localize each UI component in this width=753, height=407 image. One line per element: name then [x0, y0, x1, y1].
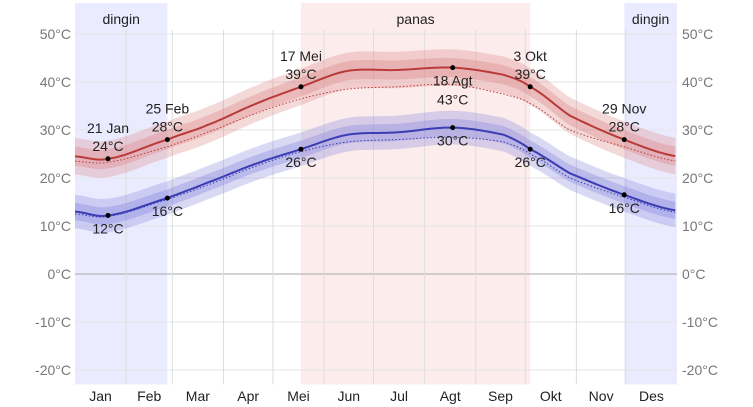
- annotation-date: 18 Agt: [433, 73, 473, 89]
- season-band-dingin: [624, 3, 677, 385]
- high-dotted-line: [74, 83, 676, 164]
- x-tick-label-Okt: Okt: [540, 388, 562, 404]
- y-tick-label-left: -20°C: [35, 362, 71, 378]
- x-tick-label-Sep: Sep: [488, 388, 513, 404]
- annotation-point: [298, 146, 304, 152]
- annotation-point: [450, 65, 456, 71]
- annotation-point: [621, 192, 627, 198]
- season-label: dingin: [102, 11, 139, 27]
- y-tick-label-right: 30°C: [682, 122, 713, 138]
- low-dotted-line: [74, 136, 676, 218]
- annotation-point: [298, 84, 304, 90]
- x-tick-label-Mei: Mei: [287, 388, 310, 404]
- x-tick-label-Jun: Jun: [337, 388, 360, 404]
- season-label: panas: [397, 11, 435, 27]
- annotation-value: 26°C: [285, 154, 316, 170]
- annotation-value: 28°C: [609, 119, 640, 135]
- season-label: dingin: [632, 11, 669, 27]
- annotation-point: [450, 125, 456, 131]
- y-tick-label-left: 0°C: [48, 266, 72, 282]
- y-tick-label-left: 30°C: [40, 122, 71, 138]
- annotation-date: 17 Mei: [280, 48, 322, 64]
- annotation-value: 24°C: [92, 138, 123, 154]
- annotation-point: [527, 84, 533, 90]
- annotation-date: 25 Feb: [146, 101, 190, 117]
- y-tick-label-right: -20°C: [682, 362, 718, 378]
- annotation-value: 43°C: [437, 92, 468, 108]
- annotation-value: 30°C: [437, 133, 468, 149]
- annotation-value: 16°C: [609, 200, 640, 216]
- annotation-point: [164, 137, 170, 143]
- season-band-dingin: [75, 3, 168, 385]
- x-tick-label-Des: Des: [639, 388, 664, 404]
- x-tick-label-Jul: Jul: [390, 388, 408, 404]
- annotation-point: [621, 137, 627, 143]
- y-tick-label-right: 20°C: [682, 170, 713, 186]
- y-tick-label-left: -10°C: [35, 314, 71, 330]
- annotation-value: 26°C: [515, 154, 546, 170]
- y-tick-label-left: 50°C: [40, 26, 71, 42]
- low-line: [74, 126, 676, 217]
- season-band-panas: [300, 3, 531, 385]
- x-tick-label-Jan: Jan: [89, 388, 112, 404]
- high-line: [74, 66, 676, 161]
- low-band-outer: [75, 110, 676, 233]
- annotation-point: [105, 212, 111, 218]
- annotation-value: 39°C: [285, 66, 316, 82]
- annotation-point: [164, 195, 170, 201]
- y-tick-label-left: 40°C: [40, 74, 71, 90]
- annotation-value: 16°C: [152, 203, 183, 219]
- x-tick-label-Nov: Nov: [589, 388, 614, 404]
- y-tick-label-left: 20°C: [40, 170, 71, 186]
- x-tick-label-Mar: Mar: [186, 388, 210, 404]
- annotation-date: 21 Jan: [87, 120, 129, 136]
- annotation-point: [105, 156, 111, 162]
- high-band-outer: [75, 49, 676, 178]
- x-tick-label-Apr: Apr: [237, 388, 259, 404]
- y-tick-label-right: 10°C: [682, 218, 713, 234]
- annotation-value: 39°C: [515, 66, 546, 82]
- y-tick-label-left: 10°C: [40, 218, 71, 234]
- y-tick-label-right: -10°C: [682, 314, 718, 330]
- x-tick-label-Feb: Feb: [137, 388, 161, 404]
- annotation-value: 28°C: [152, 119, 183, 135]
- annotation-date: 29 Nov: [602, 101, 646, 117]
- annotation-value: 12°C: [92, 220, 123, 236]
- x-tick-label-Agt: Agt: [440, 388, 461, 404]
- y-tick-label-right: 40°C: [682, 74, 713, 90]
- annotation-date: 3 Okt: [513, 48, 547, 64]
- y-tick-label-right: 50°C: [682, 26, 713, 42]
- y-tick-label-right: 0°C: [682, 266, 706, 282]
- high-band-inner: [75, 57, 676, 170]
- annotation-point: [527, 146, 533, 152]
